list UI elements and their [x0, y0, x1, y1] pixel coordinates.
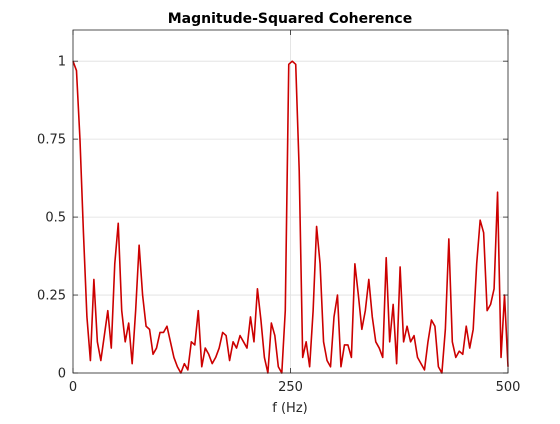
- x-axis-label: f (Hz): [272, 401, 307, 416]
- labels: 0 0.25 0.5 0.75 1 0 250 500: [37, 30, 520, 395]
- y-tick-label: 0.25: [37, 289, 66, 304]
- y-tick-label: 0.75: [37, 133, 66, 148]
- x-tick-label: 250: [278, 380, 303, 395]
- data-line: [72, 60, 509, 374]
- chart-title: Magnitude-Squared Coherence: [168, 11, 412, 27]
- x-tick-label: 500: [496, 380, 521, 395]
- x-tick-label: 0: [69, 380, 77, 395]
- y-tick-label: 0.5: [45, 211, 66, 226]
- y-tick-label: 0: [58, 367, 66, 382]
- y-tick-label: 1: [58, 55, 66, 70]
- marks: [72, 60, 509, 374]
